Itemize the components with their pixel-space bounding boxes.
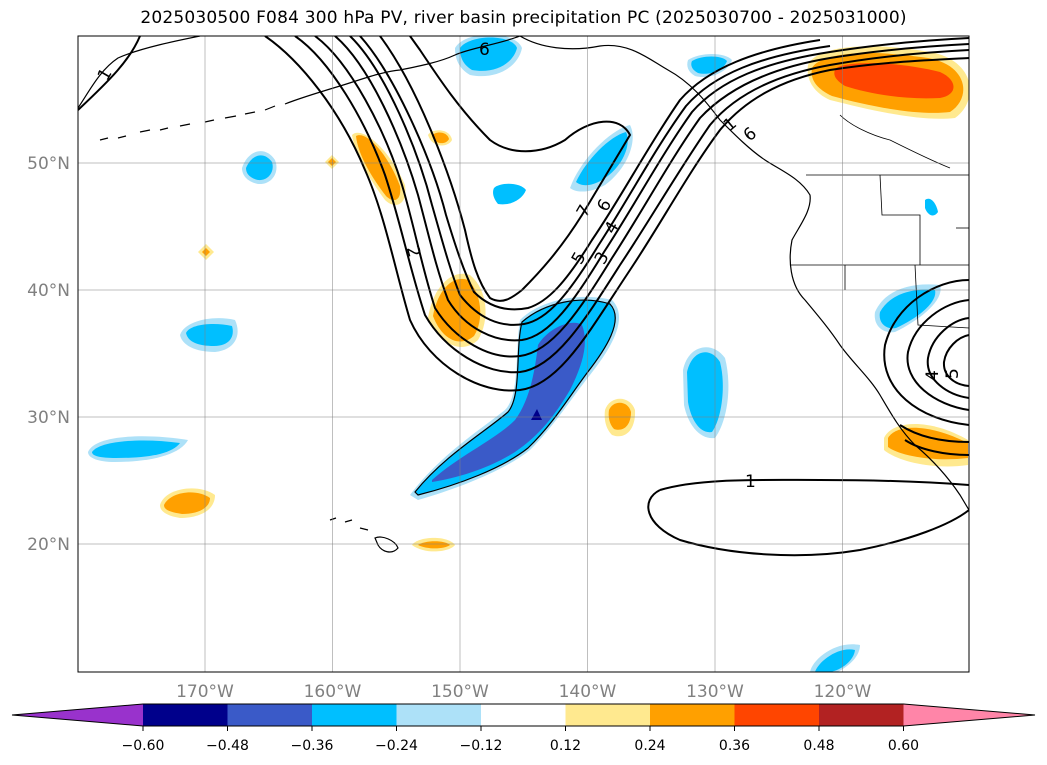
lat-tick-label: 20°N bbox=[27, 535, 70, 555]
lon-tick-label: 170°W bbox=[176, 682, 234, 702]
lon-tick-label: 150°W bbox=[431, 682, 489, 702]
colorbar-extend-min bbox=[12, 704, 143, 726]
lon-tick-label: 140°W bbox=[559, 682, 617, 702]
chart-title: 2025030500 F084 300 hPa PV, river basin … bbox=[140, 8, 907, 28]
lon-tick-label: 160°W bbox=[304, 682, 362, 702]
colorbar-segment bbox=[143, 704, 228, 726]
latitude-labels: 50°N 40°N 30°N 20°N bbox=[27, 154, 70, 555]
colorbar-tick-label: −0.24 bbox=[375, 738, 418, 754]
contour-label: 4 bbox=[923, 370, 943, 381]
contour-label: 6 bbox=[479, 40, 490, 60]
lat-tick-label: 50°N bbox=[27, 154, 70, 174]
colorbar-tick-label: −0.12 bbox=[460, 738, 503, 754]
colorbar: −0.60 −0.48 −0.36 −0.24 −0.12 0.12 0.24 0.36 0.4… bbox=[11, 703, 1036, 754]
colorbar-tick-label: 0.36 bbox=[719, 738, 750, 754]
colorbar-segment bbox=[481, 704, 566, 726]
colorbar-segment bbox=[650, 704, 735, 726]
negative-anomaly-band bbox=[410, 296, 620, 500]
map-frame bbox=[77, 35, 970, 673]
colorbar-segment bbox=[396, 704, 482, 726]
contour-label: 1 bbox=[745, 472, 756, 492]
contour-label: 2 bbox=[402, 244, 424, 260]
colorbar-tick-label: −0.60 bbox=[122, 738, 165, 754]
lat-tick-label: 30°N bbox=[27, 408, 70, 428]
colorbar-segment bbox=[565, 704, 651, 726]
political-borders bbox=[790, 114, 969, 329]
colorbar-tick-label: −0.48 bbox=[206, 738, 249, 754]
gridlines bbox=[78, 36, 969, 672]
colorbar-segment bbox=[819, 704, 904, 726]
longitude-labels: 170°W 160°W 150°W 140°W 130°W 120°W bbox=[176, 682, 871, 702]
negative-anomaly-blobs bbox=[88, 36, 941, 672]
colorbar-tick-label: 0.48 bbox=[803, 738, 834, 754]
lat-tick-label: 40°N bbox=[27, 281, 70, 301]
colorbar-segment bbox=[312, 704, 397, 726]
lon-tick-label: 120°W bbox=[814, 682, 872, 702]
colorbar-tick-label: 0.24 bbox=[634, 738, 665, 754]
pv-contours bbox=[78, 36, 969, 557]
colorbar-segment bbox=[227, 704, 313, 726]
colorbar-segment bbox=[734, 704, 820, 726]
lon-tick-label: 130°W bbox=[686, 682, 744, 702]
colorbar-tick-label: 0.60 bbox=[888, 738, 919, 754]
colorbar-tick-label: 0.12 bbox=[550, 738, 581, 754]
colorbar-tick-label: −0.36 bbox=[291, 738, 334, 754]
contour-label: 5 bbox=[943, 368, 963, 379]
colorbar-extend-max bbox=[903, 704, 1035, 726]
